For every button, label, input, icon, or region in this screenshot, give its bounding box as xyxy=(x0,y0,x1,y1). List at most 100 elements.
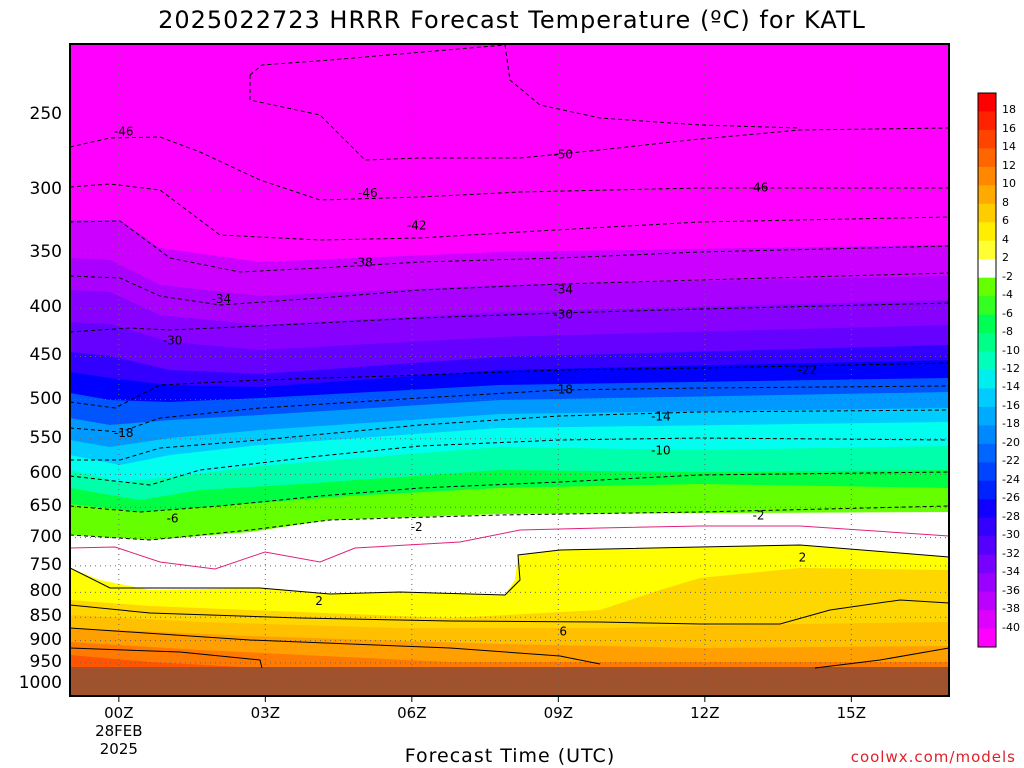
contour-label-text: -6 xyxy=(167,511,179,525)
colorbar-swatch xyxy=(978,222,996,242)
contour-label: -34 xyxy=(553,282,573,296)
colorbar-label: -40 xyxy=(1002,620,1020,634)
colorbar-swatch xyxy=(978,314,996,334)
contour-label-text: -42 xyxy=(407,219,427,233)
contour-label-text: 6 xyxy=(559,624,567,638)
y-tick-label: 600 xyxy=(29,463,62,484)
contour-label: 2 xyxy=(799,551,807,565)
y-tick-label: 950 xyxy=(29,651,62,672)
contour-label: -10 xyxy=(651,444,671,458)
x-tick-label: 00Z xyxy=(104,704,134,722)
x-tick-marks xyxy=(118,696,852,702)
y-tick-label: 850 xyxy=(29,606,62,627)
contour-label-text: -46 xyxy=(749,180,769,194)
colorbar-swatch xyxy=(978,370,996,389)
colorbar-label: -34 xyxy=(1002,565,1020,579)
x-tick-label: 09Z xyxy=(543,704,574,722)
x-tick-label: 03Z xyxy=(250,704,281,722)
colorbar-label: -16 xyxy=(1002,398,1020,412)
contour-label: -30 xyxy=(163,334,183,348)
colorbar-label: -26 xyxy=(1002,491,1020,505)
colorbar-label: -12 xyxy=(1002,362,1020,375)
colorbar-label: -22 xyxy=(1002,454,1020,468)
colorbar-swatch xyxy=(978,111,996,131)
contour-label: -46 xyxy=(749,180,769,194)
contour-label-text: -34 xyxy=(212,292,232,306)
contour-label: 2 xyxy=(315,594,323,608)
contour-label-text: -38 xyxy=(353,256,373,270)
x-tick-label: 09Z xyxy=(518,704,598,722)
contour-label: -6 xyxy=(167,511,179,525)
colorbar-label: -28 xyxy=(1002,509,1020,523)
colorbar-swatch xyxy=(978,554,996,574)
y-tick-label: 700 xyxy=(29,526,62,547)
y-tick-label: 500 xyxy=(29,388,62,409)
colorbar-swatch xyxy=(978,443,996,463)
x-tick-label: 12Z xyxy=(665,704,745,722)
x-tick-label: 15Z xyxy=(836,704,867,722)
contour-label: -46 xyxy=(114,125,134,139)
contour-label: -50 xyxy=(553,148,573,162)
colorbar-label: 12 xyxy=(1002,158,1016,172)
contour-label-text: -10 xyxy=(651,444,671,458)
contour-label-text: -46 xyxy=(114,125,134,139)
contour-label: -18 xyxy=(114,426,134,440)
contour-label-text: -22 xyxy=(798,363,818,377)
x-tick-label: 06Z xyxy=(372,704,452,722)
x-axis-title: Forecast Time (UTC) xyxy=(404,745,616,767)
colorbar-swatch xyxy=(978,591,996,611)
contour-label: -14 xyxy=(651,410,671,424)
colorbar-label: 2 xyxy=(1002,251,1009,265)
colorbar-swatch xyxy=(978,480,996,500)
contour-label: -46 xyxy=(358,186,378,200)
colorbar-swatch xyxy=(978,406,996,426)
y-tick-label: 300 xyxy=(29,179,62,200)
contour-label: 6 xyxy=(559,624,567,638)
contour-label-text: -14 xyxy=(651,410,671,424)
colorbar-label: 14 xyxy=(1002,140,1016,154)
colorbar-swatch xyxy=(978,573,996,593)
contour-lines xyxy=(70,44,949,669)
x-tick-label: 15Z xyxy=(811,704,891,722)
colorbar-swatch xyxy=(978,93,996,112)
contour-label: -30 xyxy=(553,307,573,321)
grid-lines xyxy=(70,44,949,696)
colorbar-swatch xyxy=(978,148,996,168)
contour-label: -34 xyxy=(212,292,232,306)
credit-link[interactable]: coolwx.com/models xyxy=(850,748,1016,766)
colorbar-swatch xyxy=(978,628,996,648)
contour-label-text: -34 xyxy=(553,282,573,296)
contour-label-text: -2 xyxy=(753,508,765,522)
contour-label: -38 xyxy=(353,256,373,270)
colorbar-label: -14 xyxy=(1002,380,1020,394)
colorbar-swatch xyxy=(978,203,996,223)
contour-label-text: -2 xyxy=(411,520,423,534)
colorbar-label: 18 xyxy=(1002,103,1016,117)
colorbar-label: 6 xyxy=(1002,214,1009,228)
colorbar-label: -2 xyxy=(1002,269,1013,283)
colorbar-label: -8 xyxy=(1002,325,1013,339)
colorbar-label: -20 xyxy=(1002,435,1020,449)
y-tick-label: 750 xyxy=(29,554,62,575)
colorbar-swatch xyxy=(978,462,996,482)
contour-labels: -46-50-46 -46-42-38-34-34-30-30-22-18-18-… xyxy=(114,125,817,639)
contour-label-text: -18 xyxy=(114,426,134,440)
colorbar-swatch xyxy=(978,296,996,316)
colorbar-swatch xyxy=(978,351,996,371)
colorbar-swatch xyxy=(978,536,996,556)
colorbar-label: -30 xyxy=(1002,528,1020,542)
contour-label-text: 2 xyxy=(315,594,323,608)
colorbar-label: -38 xyxy=(1002,602,1020,616)
contour-label-text: -46 xyxy=(358,186,378,200)
y-tick-label: 250 xyxy=(29,104,62,125)
colorbar-swatch xyxy=(978,425,996,445)
contour-label: -22 xyxy=(798,363,818,377)
colorbar-label: 16 xyxy=(1002,121,1016,135)
contour-label: -18 xyxy=(553,383,573,397)
colorbar-label: 10 xyxy=(1002,177,1016,191)
colorbar-swatch xyxy=(978,610,996,630)
contour-label: -42 xyxy=(407,219,427,233)
colorbar-label: 4 xyxy=(1002,232,1009,246)
colorbar-swatch xyxy=(978,388,996,408)
